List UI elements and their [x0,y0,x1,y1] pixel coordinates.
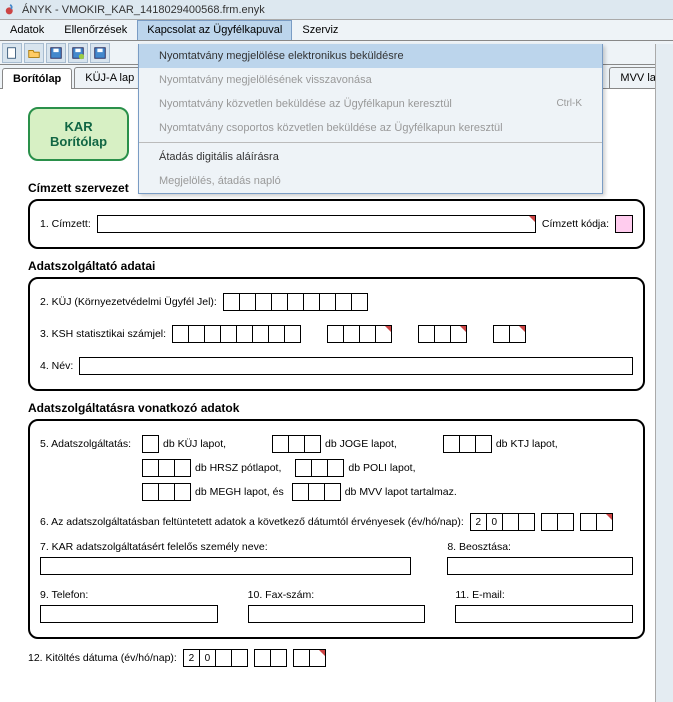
section-adatszolg-title: Adatszolgáltató adatai [28,259,645,273]
menu-ellenorzesek[interactable]: Ellenőrzések [54,20,137,40]
input-ksh-1[interactable] [172,325,301,343]
input-fax[interactable] [248,605,426,623]
input-mvv-count[interactable] [292,483,341,501]
box-adatszolg: 2. KÜJ (Környezetvédelmi Ügyfél Jel): 3.… [28,277,645,391]
input-megh-count[interactable] [142,483,191,501]
tab-boritolap[interactable]: Borítólap [2,68,72,89]
menu-szerviz[interactable]: Szerviz [292,20,348,40]
menu-separator [139,142,602,143]
label-poli: db POLI lapot, [348,462,415,474]
input-kitoltes-ho[interactable] [254,649,287,667]
window-title: ÁNYK - VMOKIR_KAR_1418029400568.frm.enyk [22,4,265,16]
menu-kapcsolat[interactable]: Kapcsolat az Ügyfélkapuval [137,20,292,40]
form-badge: KAR Borítólap [28,107,129,161]
tool-new[interactable] [2,43,22,63]
input-felelos-nev[interactable] [40,557,411,575]
input-telefon[interactable] [40,605,218,623]
input-cimzett[interactable] [97,215,536,233]
input-email[interactable] [455,605,633,623]
label-fax: 10. Fax-szám: [248,589,426,601]
label-hrsz: db HRSZ pótlapot, [195,462,281,474]
badge-line1: KAR [50,119,107,134]
tool-open[interactable] [24,43,44,63]
label-cimzett-kodja: Címzett kódja: [542,218,609,230]
label-adatszolg: 5. Adatszolgáltatás: [40,438,136,450]
menu-adatok[interactable]: Adatok [0,20,54,40]
badge-line2: Borítólap [50,134,107,149]
input-hrsz-count[interactable] [142,459,191,477]
scrollbar[interactable] [655,44,673,702]
input-datum-ho[interactable] [541,513,574,531]
input-ksh-2[interactable] [327,325,392,343]
input-kuj[interactable] [223,293,368,311]
ditem-direct-send[interactable]: Nyomtatvány közvetlen beküldése az Ügyfé… [139,92,602,116]
input-nev[interactable] [79,357,633,375]
menu-bar: Adatok Ellenőrzések Kapcsolat az Ügyfélk… [0,20,673,41]
input-cimzett-kodja[interactable] [615,215,633,233]
ditem-unmark[interactable]: Nyomtatvány megjelölésének visszavonása [139,68,602,92]
input-beosztas[interactable] [447,557,633,575]
input-kuj-count[interactable] [142,435,159,453]
input-datum-ev[interactable]: 20 [470,513,535,531]
ditem-mark-send[interactable]: Nyomtatvány megjelölése elektronikus bek… [139,44,602,68]
label-datum-ervenyesek: 6. Az adatszolgáltatásban feltüntetett a… [40,516,464,528]
ditem-digital-sign[interactable]: Átadás digitális aláírásra [139,145,602,169]
input-ksh-4[interactable] [493,325,526,343]
input-kitoltes-ev[interactable]: 20 [183,649,248,667]
ditem-group-send[interactable]: Nyomtatvány csoportos közvetlen beküldés… [139,116,602,140]
input-ksh-3[interactable] [418,325,467,343]
label-telefon: 9. Telefon: [40,589,218,601]
title-bar: ÁNYK - VMOKIR_KAR_1418029400568.frm.enyk [0,0,673,20]
input-datum-nap[interactable] [580,513,613,531]
input-ktj-count[interactable] [443,435,492,453]
label-ksh: 3. KSH statisztikai számjel: [40,328,166,340]
box-vonatkozo: 5. Adatszolgáltatás: db KÜJ lapot, db JO… [28,419,645,639]
input-joge-count[interactable] [272,435,321,453]
java-icon [4,3,18,17]
label-felelos-nev: 7. KAR adatszolgáltatásért felelős szemé… [40,541,411,553]
label-email: 11. E-mail: [455,589,633,601]
section-vonatkozo-title: Adatszolgáltatásra vonatkozó adatok [28,401,645,415]
tab-kuj-a[interactable]: KÜJ-A lap [74,67,145,88]
label-kitoltes-datum: 12. Kitöltés dátuma (év/hó/nap): [28,652,177,664]
dropdown-menu: Nyomtatvány megjelölése elektronikus bek… [138,44,603,194]
label-ktj-lapot: db KTJ lapot, [496,438,558,450]
ditem-log[interactable]: Megjelölés, átadás napló [139,169,602,193]
input-kitoltes-nap[interactable] [293,649,326,667]
label-mvv: db MVV lapot tartalmaz. [345,486,457,498]
box-cimzett: 1. Címzett: Címzett kódja: [28,199,645,249]
label-megh: db MEGH lapot, és [195,486,284,498]
label-cimzett: 1. Címzett: [40,218,91,230]
label-kuj: 2. KÜJ (Környezetvédelmi Ügyfél Jel): [40,296,217,308]
tool-save[interactable] [46,43,66,63]
tool-save2[interactable] [68,43,88,63]
tool-save3[interactable] [90,43,110,63]
label-nev: 4. Név: [40,360,73,372]
label-joge-lapot: db JOGE lapot, [325,438,397,450]
label-beosztas: 8. Beosztása: [447,541,633,553]
input-poli-count[interactable] [295,459,344,477]
label-kuj-lapot: db KÜJ lapot, [163,438,226,450]
